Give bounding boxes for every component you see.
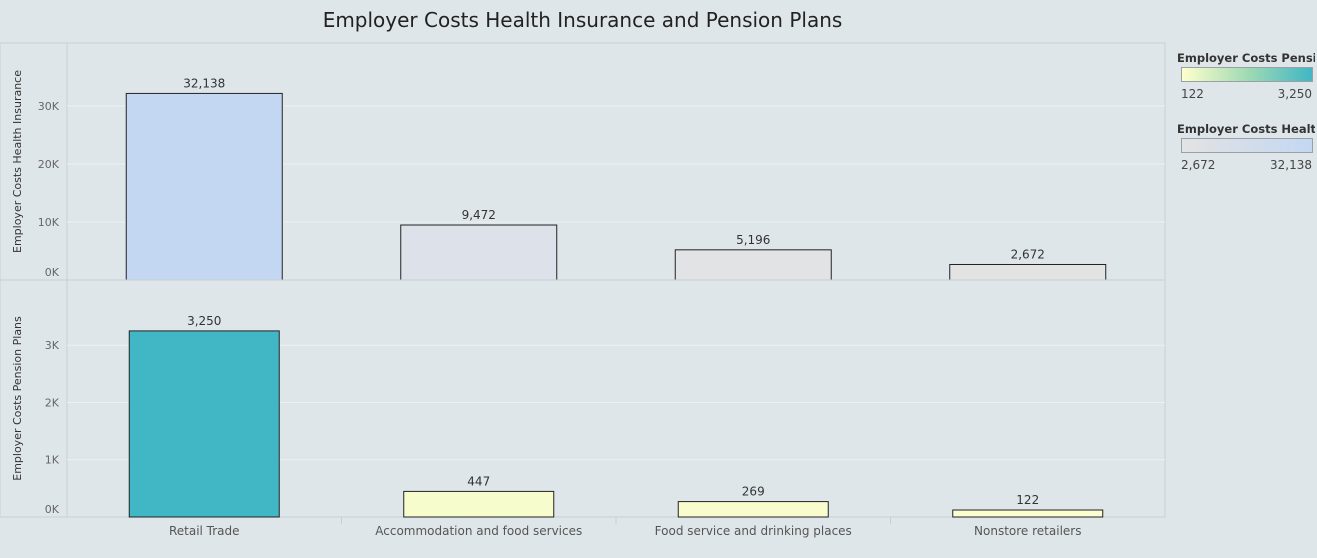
y-axis-title: Employer Costs Health Insurance	[11, 70, 24, 253]
x-category-label: Food service and drinking places	[655, 524, 852, 538]
bar	[952, 509, 1104, 518]
bar	[125, 92, 283, 281]
bar	[403, 490, 555, 518]
data-label: 5,196	[736, 233, 770, 247]
y-tick-label: 20K	[38, 158, 60, 171]
legend-pension-min: 122	[1181, 87, 1204, 101]
x-category-label: Accommodation and food services	[375, 524, 582, 538]
y-tick-label: 0K	[45, 503, 60, 516]
y-tick-label: 0K	[45, 266, 60, 279]
bar	[128, 330, 280, 518]
data-label: 122	[1016, 493, 1039, 507]
bar	[677, 501, 829, 518]
legend-pension-color-ramp	[1181, 67, 1313, 82]
bar	[400, 224, 558, 281]
x-category-label: Retail Trade	[169, 524, 240, 538]
y-axis-title: Employer Costs Pension Plans	[11, 316, 24, 481]
legend-pension-max: 3,250	[1277, 87, 1312, 101]
bar	[949, 263, 1107, 281]
x-category-label: Nonstore retailers	[974, 524, 1081, 538]
data-label: 3,250	[187, 314, 221, 328]
y-tick-label: 10K	[38, 216, 60, 229]
data-label: 269	[742, 485, 765, 499]
bar	[674, 249, 832, 281]
legend-pension-title: Employer Costs Pensio..	[1177, 51, 1315, 65]
y-tick-label: 30K	[38, 100, 60, 113]
data-label: 32,138	[183, 76, 225, 90]
y-tick-label: 1K	[45, 454, 60, 467]
y-tick-label: 2K	[45, 396, 60, 409]
legend-health-min: 2,672	[1181, 158, 1216, 172]
chart-title: Employer Costs Health Insurance and Pens…	[322, 8, 843, 32]
y-tick-label: 3K	[45, 339, 60, 352]
legend-health-color-ramp	[1181, 138, 1313, 153]
data-label: 2,672	[1011, 247, 1045, 261]
legend-health-max: 32,138	[1270, 158, 1312, 172]
data-label: 447	[467, 474, 490, 488]
data-label: 9,472	[462, 208, 496, 222]
legend-health-title: Employer Costs Health ..	[1177, 122, 1315, 136]
